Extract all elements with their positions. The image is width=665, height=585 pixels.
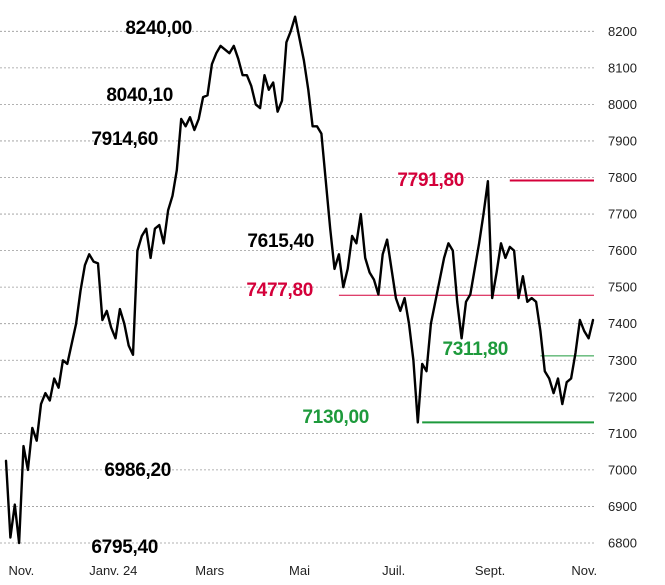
- y-tick-label: 7500: [608, 280, 637, 295]
- x-tick-label: Juil.: [382, 563, 405, 578]
- value-annotation: 7615,40: [247, 231, 314, 252]
- y-tick-label: 7800: [608, 170, 637, 185]
- value-annotation: 6986,20: [104, 460, 171, 481]
- y-tick-label: 7900: [608, 133, 637, 148]
- y-axis-ticks: 6800 6900 7000 7100 7200 7300 7400 7500 7600 7700…: [608, 24, 637, 551]
- y-tick-label: 6800: [608, 536, 637, 551]
- value-annotation: 7311,80: [442, 339, 508, 360]
- value-annotation: 7791,80: [397, 170, 464, 191]
- y-tick-label: 7700: [608, 207, 637, 222]
- y-tick-label: 7600: [608, 243, 637, 258]
- reference-lines: [338, 179, 594, 424]
- x-tick-label: Mai: [289, 563, 310, 578]
- y-tick-label: 8100: [608, 60, 637, 75]
- annotations: 8240,00 8040,10 7914,60 7615,40 6986,20 6795,…: [91, 18, 508, 558]
- y-tick-label: 7100: [608, 426, 637, 441]
- value-annotation: 8240,00: [125, 18, 192, 39]
- y-tick-label: 8200: [608, 24, 637, 39]
- x-tick-label: Nov.: [571, 563, 597, 578]
- y-tick-label: 7200: [608, 389, 637, 404]
- y-tick-label: 7300: [608, 353, 637, 368]
- grid-layer: [0, 30, 594, 544]
- value-annotation: 7130,00: [302, 407, 369, 428]
- x-tick-label: Nov.: [8, 563, 34, 578]
- series-layer: [4, 15, 595, 545]
- x-tick-label: Mars: [195, 563, 224, 578]
- x-tick-label: Janv. 24: [89, 563, 137, 578]
- value-annotation: 7914,60: [91, 129, 158, 150]
- value-annotation: 8040,10: [106, 85, 173, 106]
- y-tick-label: 8000: [608, 97, 637, 112]
- value-annotation: 7477,80: [246, 280, 313, 301]
- price-line: [4, 15, 595, 545]
- y-tick-label: 7000: [608, 462, 637, 477]
- value-annotation: 6795,40: [91, 537, 158, 558]
- y-tick-label: 6900: [608, 499, 637, 514]
- y-tick-label: 7400: [608, 316, 637, 331]
- x-axis-ticks: Nov. Janv. 24 Mars Mai Juil. Sept. Nov.: [8, 563, 597, 578]
- x-tick-label: Sept.: [475, 563, 505, 578]
